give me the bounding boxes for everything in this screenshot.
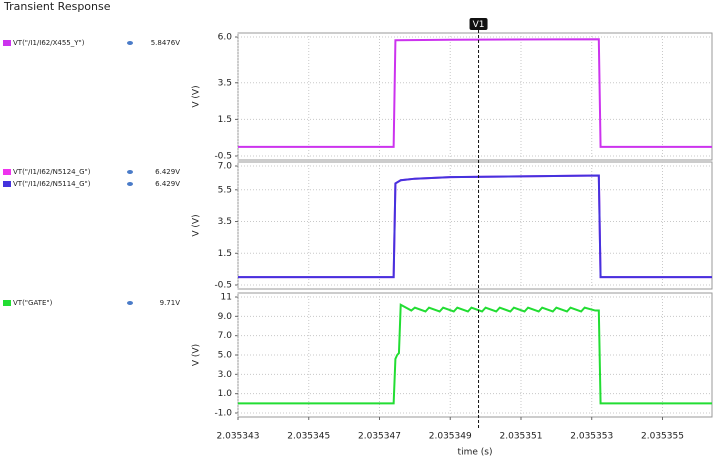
y-axis-label: V (V)	[192, 214, 202, 236]
y-tick-label: 7.0	[218, 331, 233, 341]
waveform	[238, 174, 712, 279]
x-tick-label: 2.035353	[570, 432, 613, 442]
y-axis-label: V (V)	[192, 85, 202, 107]
x-tick-label: 2.035343	[217, 432, 260, 442]
y-tick-label: -0.5	[214, 281, 232, 291]
y-tick-label: 6.0	[218, 33, 233, 43]
visibility-icon[interactable]	[127, 170, 133, 174]
x-tick-label: 2.035351	[500, 432, 543, 442]
y-tick-label: 7.0	[218, 162, 233, 172]
waveform	[238, 303, 712, 405]
y-tick-label: 3.5	[218, 217, 232, 227]
y-tick-label: 1.5	[218, 249, 232, 259]
legend-label: VT("/I1/I62/N5124_G")	[13, 168, 91, 176]
cursor-value: 6.429V	[155, 168, 180, 176]
legend-swatch	[3, 300, 11, 306]
visibility-icon[interactable]	[127, 41, 133, 45]
y-tick-label: 3.0	[218, 370, 233, 380]
legend-swatch	[3, 181, 11, 187]
plot-area	[237, 161, 713, 290]
cursor-value: 5.8476V	[151, 39, 180, 47]
cursor-value: 6.429V	[155, 180, 180, 188]
cursor-badge	[469, 18, 488, 30]
window-title: Transient Response	[3, 0, 111, 13]
x-tick-label: 2.035345	[287, 432, 330, 442]
y-tick-label: 3.5	[218, 78, 232, 88]
y-tick-label: 5.5	[218, 185, 232, 195]
x-tick-label: 2.035347	[358, 432, 401, 442]
y-tick-label: -1.0	[214, 409, 232, 419]
y-tick-label: 11	[221, 293, 232, 303]
visibility-icon[interactable]	[127, 301, 133, 305]
y-tick-label: -0.5	[214, 152, 232, 162]
y-tick-label: 1.5	[218, 115, 232, 125]
legend-swatch	[3, 169, 11, 175]
cursor-label: V1	[473, 20, 485, 30]
y-tick-label: 1.0	[218, 389, 233, 399]
legend-label: VT("/I1/I62/N5114_G")	[13, 180, 91, 188]
x-axis-label: time (s)	[458, 448, 493, 458]
y-tick-label: 9.0	[218, 312, 233, 322]
legend-label: VT("GATE")	[13, 299, 53, 307]
y-tick-label: 5.0	[218, 351, 233, 361]
waveform	[238, 38, 712, 148]
y-axis-label: V (V)	[192, 344, 202, 366]
x-tick-label: 2.035349	[429, 432, 472, 442]
x-tick-label: 2.035355	[641, 432, 684, 442]
cursor-value: 9.71V	[160, 299, 181, 307]
legend-label: VT("/I1/I62/X455_Y")	[13, 39, 85, 47]
legend-swatch	[3, 40, 11, 46]
plot-area	[237, 32, 713, 161]
visibility-icon[interactable]	[127, 182, 133, 186]
